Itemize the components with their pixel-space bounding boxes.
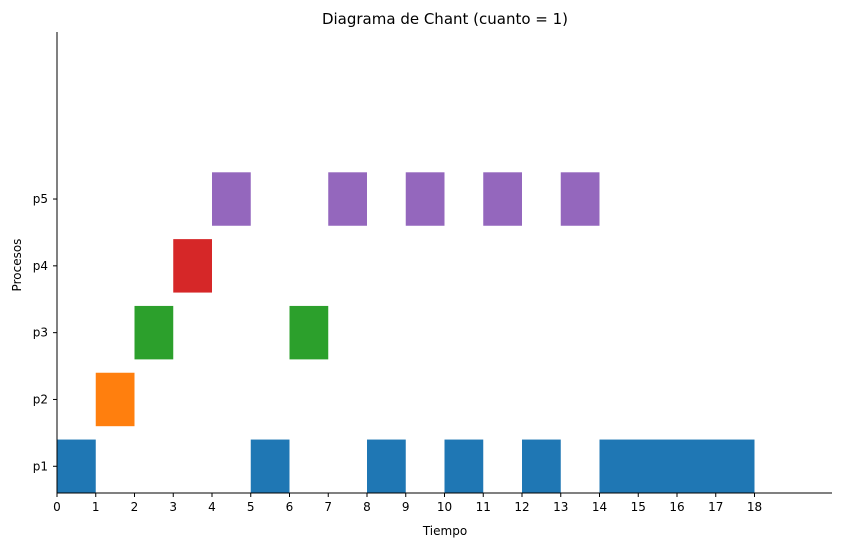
x-tick-label: 2 [131,500,139,514]
x-tick-label: 0 [53,500,61,514]
x-tick-label: 8 [363,500,371,514]
x-tick-label: 18 [747,500,762,514]
bar-p5-1 [212,172,251,226]
y-axis-ticks: p1 p2 p3 p4 p5 [33,192,57,473]
bar-p5-5 [560,172,600,226]
x-tick-label: 17 [708,500,723,514]
bar-p3-1 [134,305,174,360]
plot-area [57,172,755,493]
x-tick-label: 3 [169,500,177,514]
bar-p1-3 [367,439,406,493]
x-axis-ticks: 0 1 2 3 4 5 6 7 8 9 10 11 12 13 14 15 16 17 18 [53,493,762,514]
x-tick-label: 5 [247,500,255,514]
bar-p1-1 [57,439,96,493]
bar-p5-4 [483,172,522,226]
x-tick-label: 16 [669,500,684,514]
bar-p3-2 [289,305,329,360]
x-tick-label: 7 [324,500,332,514]
y-tick-label-p5: p5 [33,192,48,206]
y-tick-label-p2: p2 [33,392,48,406]
y-axis-label: Procesos [10,239,24,292]
x-tick-label: 12 [514,500,529,514]
y-tick-label-p1: p1 [33,459,48,473]
bar-p1-6 [599,439,755,493]
x-tick-label: 14 [592,500,607,514]
x-tick-label: 9 [402,500,410,514]
x-tick-label: 13 [553,500,568,514]
x-tick-label: 10 [437,500,452,514]
bar-p5-3 [405,172,445,226]
bar-p5-2 [328,172,367,226]
x-tick-label: 4 [208,500,216,514]
x-tick-label: 6 [286,500,294,514]
y-tick-label-p4: p4 [33,259,48,273]
bar-p1-5 [522,439,561,493]
x-tick-label: 15 [631,500,646,514]
bar-p4-1 [173,239,212,293]
chart-title: Diagrama de Chant (cuanto = 1) [322,10,568,28]
bar-p1-2 [250,439,290,493]
bar-p1-4 [444,439,484,493]
x-axis-label: Tiempo [422,524,467,538]
y-tick-label-p3: p3 [33,326,48,340]
bar-p2-1 [95,372,135,427]
x-tick-label: 11 [476,500,491,514]
x-tick-label: 1 [92,500,100,514]
